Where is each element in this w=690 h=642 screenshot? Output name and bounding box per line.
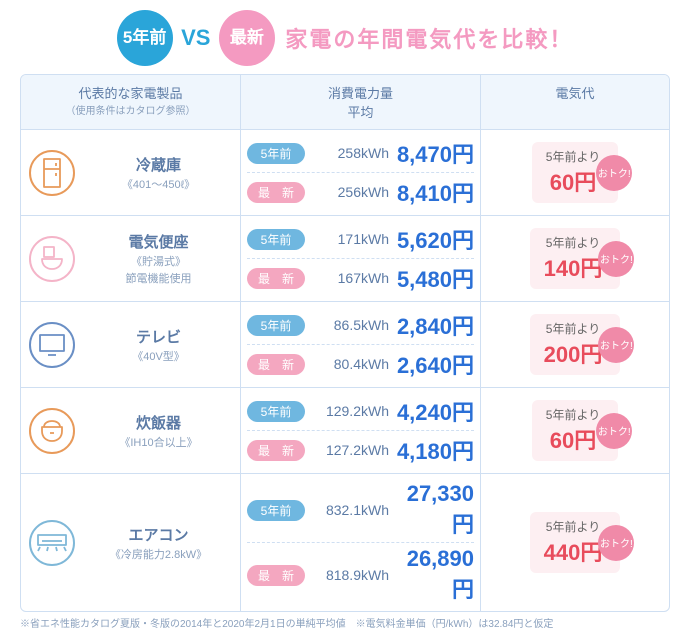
yen-new: 4,180円 — [389, 434, 474, 466]
footnote: ※省エネ性能カタログ夏版・冬版の2014年と2020年2月1日の単純平均値 ※電… — [20, 618, 670, 632]
header: 5年前 VS 最新 家電の年間電気代を比較！ — [20, 10, 670, 66]
pill-new: 最 新 — [247, 354, 305, 375]
kwh-new: 80.4kWh — [309, 356, 389, 372]
rice-icon — [29, 408, 75, 454]
yen-new: 5,480円 — [389, 262, 474, 294]
ac-icon — [29, 520, 75, 566]
savings-box: 5年前より 60円 おトク! — [532, 400, 618, 461]
pill-new: 最 新 — [247, 565, 305, 586]
savings-value: 140円 — [544, 251, 603, 283]
otoku-badge: おトク! — [596, 413, 632, 449]
otoku-badge: おトク! — [598, 525, 634, 561]
col-product-sub: （使用条件はカタログ参照） — [25, 102, 236, 117]
savings-box: 5年前より 140円 おトク! — [530, 228, 621, 289]
savings-box: 5年前より 440円 おトク! — [530, 512, 621, 573]
savings-label: 5年前より — [544, 518, 603, 535]
savings-label: 5年前より — [546, 406, 600, 423]
table-row: エアコン《冷房能力2.8kW》 5年前 832.1kWh 27,330円 最 新… — [21, 473, 669, 611]
title: 家電の年間電気代を比較！ — [285, 22, 573, 54]
yen-new: 8,410円 — [389, 176, 474, 208]
pill-old: 5年前 — [247, 315, 305, 336]
product-name: 冷蔵庫《401～450ℓ》 — [85, 154, 232, 192]
col-cost: 電気代 — [481, 75, 669, 129]
yen-old: 27,330円 — [389, 481, 474, 539]
col-product: 代表的な家電製品 — [25, 83, 236, 102]
pill-old: 5年前 — [247, 143, 305, 164]
table-row: 炊飯器《IH10合以上》 5年前 129.2kWh 4,240円 最 新 127… — [21, 387, 669, 473]
savings-box: 5年前より 200円 おトク! — [530, 314, 621, 375]
kwh-old: 129.2kWh — [309, 403, 389, 419]
savings-value: 60円 — [546, 165, 600, 197]
pill-new: 最 新 — [247, 182, 305, 203]
table-row: 電気便座《貯湯式》 節電機能使用 5年前 171kWh 5,620円 最 新 1… — [21, 215, 669, 301]
kwh-new: 127.2kWh — [309, 442, 389, 458]
tv-icon — [29, 322, 75, 368]
col-power: 消費電力量 平均 — [241, 75, 481, 129]
pill-new: 最 新 — [247, 268, 305, 289]
table-row: 冷蔵庫《401～450ℓ》 5年前 258kWh 8,470円 最 新 256k… — [21, 129, 669, 215]
yen-old: 4,240円 — [389, 395, 474, 427]
yen-new: 2,640円 — [389, 348, 474, 380]
kwh-new: 167kWh — [309, 270, 389, 286]
fridge-icon — [29, 150, 75, 196]
kwh-new: 818.9kWh — [309, 567, 389, 583]
table: 代表的な家電製品 （使用条件はカタログ参照） 消費電力量 平均 電気代 冷蔵庫《… — [20, 74, 670, 612]
savings-value: 200円 — [544, 337, 603, 369]
otoku-badge: おトク! — [598, 241, 634, 277]
savings-value: 60円 — [546, 423, 600, 455]
vs-text: VS — [181, 25, 210, 51]
badge-latest: 最新 — [219, 10, 275, 66]
kwh-new: 256kWh — [309, 184, 389, 200]
pill-old: 5年前 — [247, 229, 305, 250]
product-name: 炊飯器《IH10合以上》 — [85, 412, 232, 450]
yen-old: 2,840円 — [389, 309, 474, 341]
product-name: エアコン《冷房能力2.8kW》 — [85, 524, 232, 562]
comparison-table: 5年前 VS 最新 家電の年間電気代を比較！ 代表的な家電製品 （使用条件はカタ… — [0, 0, 690, 642]
otoku-badge: おトク! — [598, 327, 634, 363]
product-name: 電気便座《貯湯式》 節電機能使用 — [85, 231, 232, 286]
product-name: テレビ《40V型》 — [85, 326, 232, 364]
yen-old: 8,470円 — [389, 137, 474, 169]
kwh-old: 832.1kWh — [309, 502, 389, 518]
pill-new: 最 新 — [247, 440, 305, 461]
yen-old: 5,620円 — [389, 223, 474, 255]
pill-old: 5年前 — [247, 500, 305, 521]
table-row: テレビ《40V型》 5年前 86.5kWh 2,840円 最 新 80.4kWh… — [21, 301, 669, 387]
savings-label: 5年前より — [546, 148, 600, 165]
table-head: 代表的な家電製品 （使用条件はカタログ参照） 消費電力量 平均 電気代 — [21, 75, 669, 129]
savings-label: 5年前より — [544, 320, 603, 337]
kwh-old: 86.5kWh — [309, 317, 389, 333]
yen-new: 26,890円 — [389, 546, 474, 604]
savings-box: 5年前より 60円 おトク! — [532, 142, 618, 203]
toilet-icon — [29, 236, 75, 282]
savings-value: 440円 — [544, 535, 603, 567]
savings-label: 5年前より — [544, 234, 603, 251]
pill-old: 5年前 — [247, 401, 305, 422]
kwh-old: 171kWh — [309, 231, 389, 247]
kwh-old: 258kWh — [309, 145, 389, 161]
badge-5years: 5年前 — [117, 10, 173, 66]
otoku-badge: おトク! — [596, 155, 632, 191]
